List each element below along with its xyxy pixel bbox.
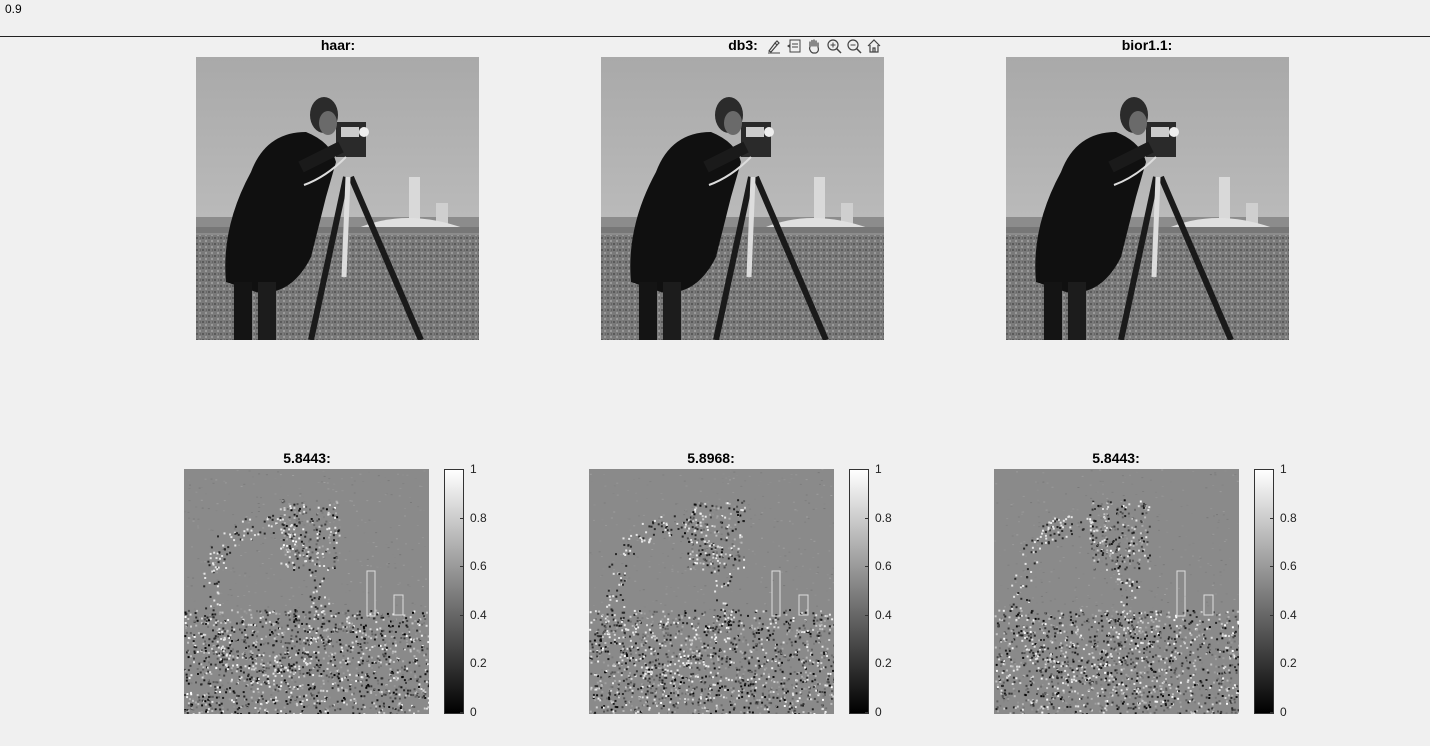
colorbar-tick-label: 0.2	[1280, 656, 1297, 671]
colorbar-tick-mark	[1270, 517, 1274, 519]
colorbar-tick-mark	[865, 517, 869, 519]
colorbar-tick-label: 1	[875, 462, 882, 476]
colorbar-tick-label: 0.8	[875, 510, 892, 525]
colorbar-tick-label: 0.6	[875, 559, 892, 574]
colorbar-tick-mark	[460, 712, 464, 713]
diff-title-haar: 5.8443:	[283, 450, 331, 466]
colorbar-tick-mark	[460, 566, 464, 568]
difference-image-bior	[994, 469, 1239, 714]
colorbar-tick-mark	[460, 517, 464, 519]
diff-title-db3: 5.8968:	[687, 450, 735, 466]
colorbar-tick-label: 0	[470, 705, 477, 719]
colorbar-tick-mark	[865, 469, 869, 470]
home-icon[interactable]	[865, 37, 883, 55]
colorbar-tick-label: 1	[1280, 462, 1287, 476]
colorbar-tick-mark	[460, 469, 464, 470]
reconstructed-image-bior	[1006, 57, 1289, 340]
data-tips-icon[interactable]	[785, 37, 803, 55]
plot-title-haar: haar:	[320, 37, 356, 53]
diff-title-bior: 5.8443:	[1092, 450, 1140, 466]
colorbar-tick-label: 1	[470, 462, 477, 476]
reconstructed-image-db3	[601, 57, 884, 340]
colorbar-tick-mark	[1270, 614, 1274, 616]
difference-image-haar	[184, 469, 429, 714]
colorbar-tick-label: 0.6	[1280, 559, 1297, 574]
plot-title-db3: db3:	[728, 37, 758, 53]
colorbar-db3	[849, 469, 869, 714]
colorbar-tick-label: 0.4	[875, 607, 892, 622]
colorbar-tick-label: 0.2	[875, 656, 892, 671]
colorbar-bior	[1254, 469, 1274, 714]
colorbar-tick-mark	[1270, 566, 1274, 568]
colorbar-tick-mark	[865, 663, 869, 665]
colorbar-tick-mark	[460, 663, 464, 665]
pan-hand-icon[interactable]	[805, 37, 823, 55]
colorbar-tick-mark	[460, 614, 464, 616]
zoom-out-icon[interactable]	[845, 37, 863, 55]
colorbar-tick-label: 0.8	[470, 510, 487, 525]
reconstructed-image-haar	[196, 57, 479, 340]
plot-title-bior: bior1.1:	[1121, 37, 1173, 53]
colorbar-tick-label: 0.4	[470, 607, 487, 622]
colorbar-tick-mark	[1270, 469, 1274, 470]
colorbar-tick-mark	[1270, 663, 1274, 665]
colorbar-tick-mark	[865, 712, 869, 713]
divider-line	[0, 36, 1430, 37]
difference-image-db3	[589, 469, 834, 714]
colorbar-tick-label: 0.8	[1280, 510, 1297, 525]
colorbar-tick-label: 0	[875, 705, 882, 719]
colorbar-tick-label: 0.2	[470, 656, 487, 671]
brush-icon[interactable]	[765, 37, 783, 55]
colorbar-tick-label: 0.4	[1280, 607, 1297, 622]
colorbar-tick-label: 0.6	[470, 559, 487, 574]
axes-toolbar	[765, 37, 883, 55]
zoom-in-icon[interactable]	[825, 37, 843, 55]
colorbar-tick-mark	[1270, 712, 1274, 713]
colorbar-tick-label: 0	[1280, 705, 1287, 719]
colorbar-haar	[444, 469, 464, 714]
colorbar-tick-mark	[865, 566, 869, 568]
top-value-text: 0.9	[5, 2, 22, 16]
colorbar-tick-mark	[865, 614, 869, 616]
